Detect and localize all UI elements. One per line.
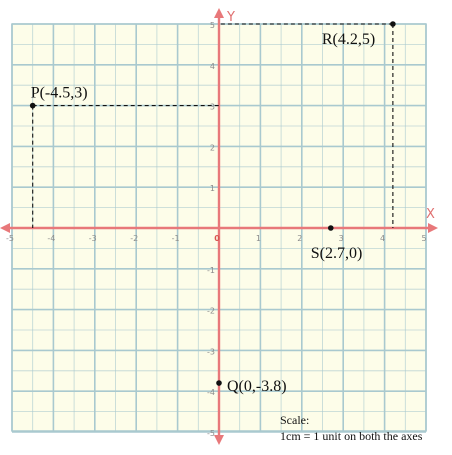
y-tick-label: -5 [207, 429, 215, 438]
x-axis-name: X [426, 207, 435, 222]
point-label: Q(0,-3.8) [227, 378, 287, 395]
x-tick-label: 4 [380, 234, 385, 243]
x-tick-label: 5 [421, 234, 426, 243]
x-tick-label: -2 [130, 234, 138, 243]
x-axis-arrow-right [428, 223, 438, 233]
y-tick-label: 3 [210, 103, 215, 112]
x-tick-label: -5 [6, 234, 14, 243]
projection-lines [32, 23, 394, 228]
points: P(-4.5,3) R(4.2,5) S(2.7,0) Q(0,-3.8) [29, 21, 396, 395]
point-marker [29, 102, 36, 109]
point-marker [390, 21, 396, 27]
axes [0, 8, 438, 445]
y-axis-arrow-up [214, 8, 224, 18]
x-tick-label: -3 [89, 234, 97, 243]
x-tick-label: 2 [297, 234, 302, 243]
y-tick-label: 2 [210, 143, 215, 152]
point-label: R(4.2,5) [322, 31, 375, 48]
y-tick-label: 4 [210, 62, 215, 71]
x-tick-label: -4 [47, 234, 55, 243]
y-axis-name: Y [226, 10, 235, 25]
y-axis-arrow-down [214, 435, 224, 445]
x-tick-label: 3 [339, 234, 344, 243]
point-label: S(2.7,0) [311, 245, 363, 262]
y-tick-label: -1 [207, 266, 215, 275]
point-marker [327, 225, 334, 231]
y-tick-label: -3 [207, 347, 215, 356]
point-label: P(-4.5,3) [31, 85, 88, 102]
point-marker [216, 380, 222, 386]
x-tick-label: 0 [214, 234, 220, 243]
tick-labels: -5 -4 -3 -2 -1 0 1 2 3 4 5 5 4 3 2 1 -1 -2 -3 -4 -5 [6, 21, 427, 438]
x-axis-arrow-left [0, 223, 10, 233]
y-tick-label: -4 [207, 388, 215, 397]
scale-title: Scale: [280, 413, 309, 427]
y-tick-label: 5 [210, 21, 215, 30]
y-tick-label: -2 [207, 307, 215, 316]
x-tick-label: 1 [256, 234, 261, 243]
scale-description: 1cm = 1 unit on both the axes [280, 429, 423, 443]
x-tick-label: -1 [172, 234, 180, 243]
y-tick-label: 1 [210, 184, 215, 193]
